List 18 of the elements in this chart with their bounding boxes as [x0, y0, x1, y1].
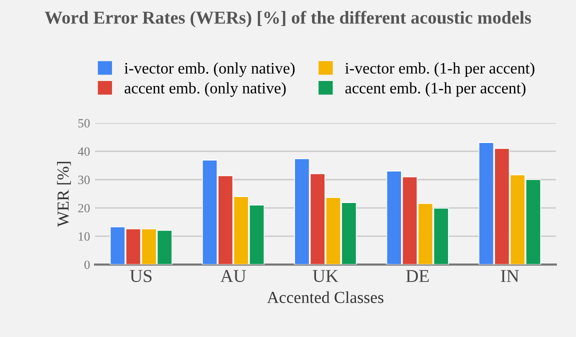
x-tick-label: US: [130, 270, 152, 282]
legend-label: i-vector emb. (1-h per accent): [345, 62, 534, 77]
y-axis-title: WER [%]: [57, 162, 71, 227]
x-tick-label: IN: [500, 270, 519, 282]
legend-label: i-vector emb. (only native): [124, 62, 295, 77]
x-tick-label: UK: [312, 270, 338, 282]
x-tick-label: AU: [220, 270, 246, 282]
y-tick-label: 30: [78, 176, 90, 184]
x-tick-label: DE: [406, 270, 429, 282]
chart-title: Word Error Rates (WERs) [%] of the different acoustic models: [44, 10, 532, 28]
y-tick-label: 10: [78, 232, 90, 241]
y-tick-label: 20: [78, 204, 90, 212]
x-axis-title: Accented Classes: [267, 291, 384, 304]
y-tick-label: 40: [78, 147, 90, 156]
y-tick-label: 0: [84, 260, 90, 270]
legend-label: accent emb. (only native): [124, 82, 286, 97]
y-tick-label: 50: [78, 119, 90, 128]
legend-label: accent emb. (1-h per accent): [345, 82, 526, 97]
